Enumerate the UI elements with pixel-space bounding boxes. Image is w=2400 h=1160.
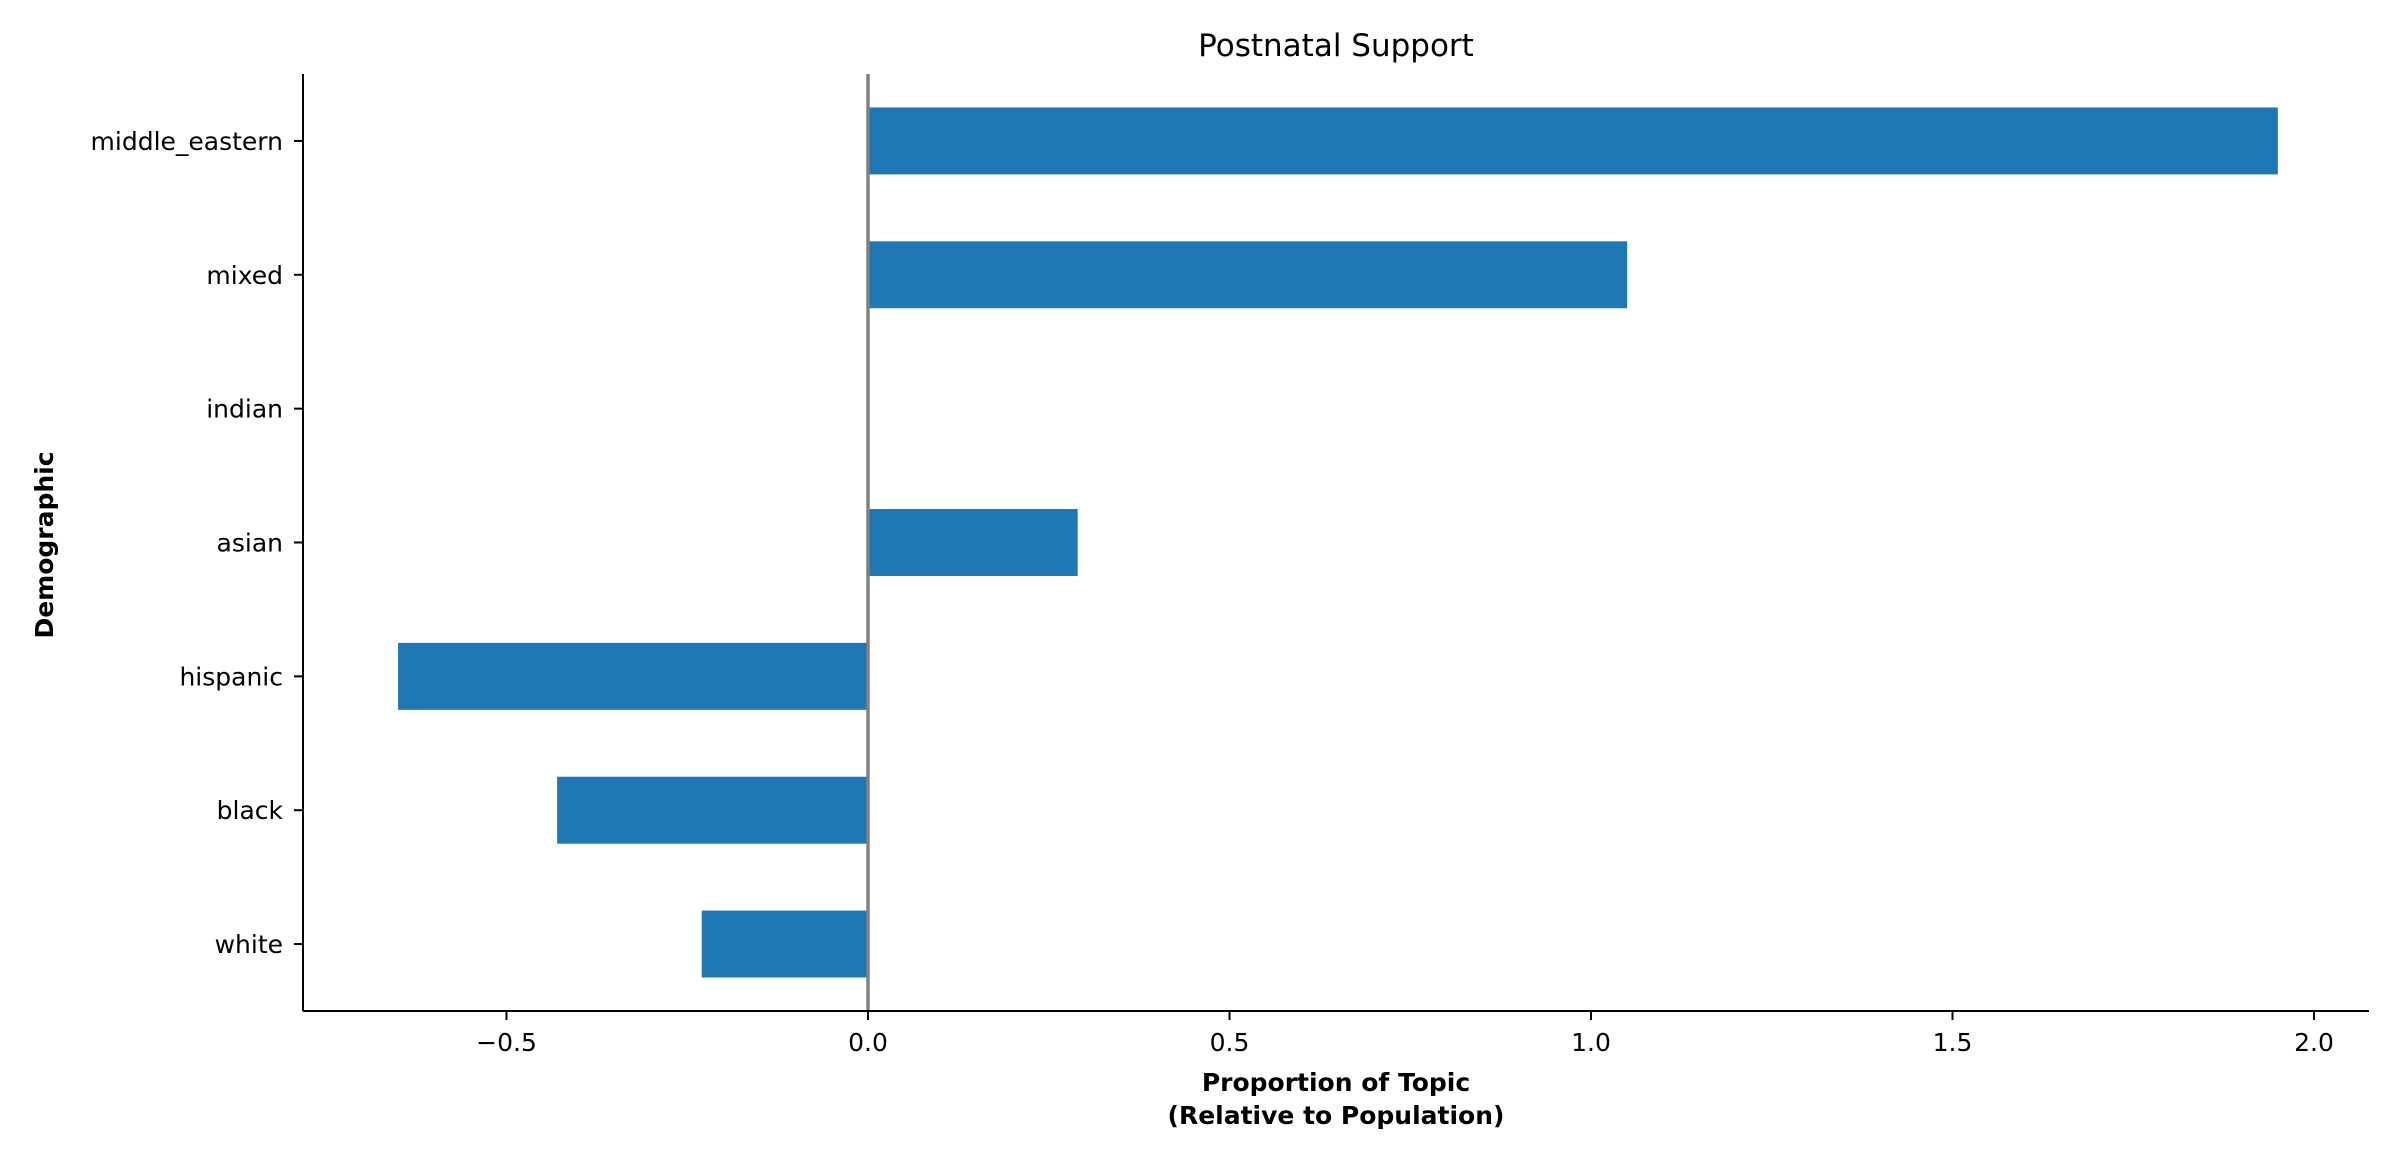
x-tick-label: 0.5 [1210,1028,1250,1057]
y-tick-label: white [215,930,283,959]
y-tick-label: asian [217,529,283,558]
x-tick-label: −0.5 [476,1028,537,1057]
bar-white [701,910,868,978]
x-tick-label: 0.0 [848,1028,888,1057]
y-ticks-group: white black hispanic asian indian mixed middle… [91,127,303,959]
bar-black [557,776,868,844]
y-tick-label: mixed [206,261,283,290]
x-axis-label-line1: Proportion of Topic [1202,1068,1470,1097]
x-tick-label: 1.5 [1933,1028,1973,1057]
x-ticks-group: −0.5 0.0 0.5 1.0 1.5 2.0 [476,1011,2334,1057]
y-tick-label: middle_eastern [91,127,283,156]
y-tick-label: black [217,796,284,825]
chart-title: Postnatal Support [1198,28,1474,64]
bar-hispanic [398,642,868,710]
x-tick-label: 1.0 [1571,1028,1611,1057]
y-axis-label: Demographic [30,451,59,638]
bars-group [398,107,2278,978]
y-tick-label: hispanic [179,662,283,691]
y-tick-label: indian [206,395,283,424]
bar-middle-eastern [868,107,2278,175]
bar-asian [868,509,1078,576]
bar-mixed [868,241,1628,309]
x-axis-label-line2: (Relative to Population) [1168,1101,1505,1130]
x-tick-label: 2.0 [2294,1028,2334,1057]
